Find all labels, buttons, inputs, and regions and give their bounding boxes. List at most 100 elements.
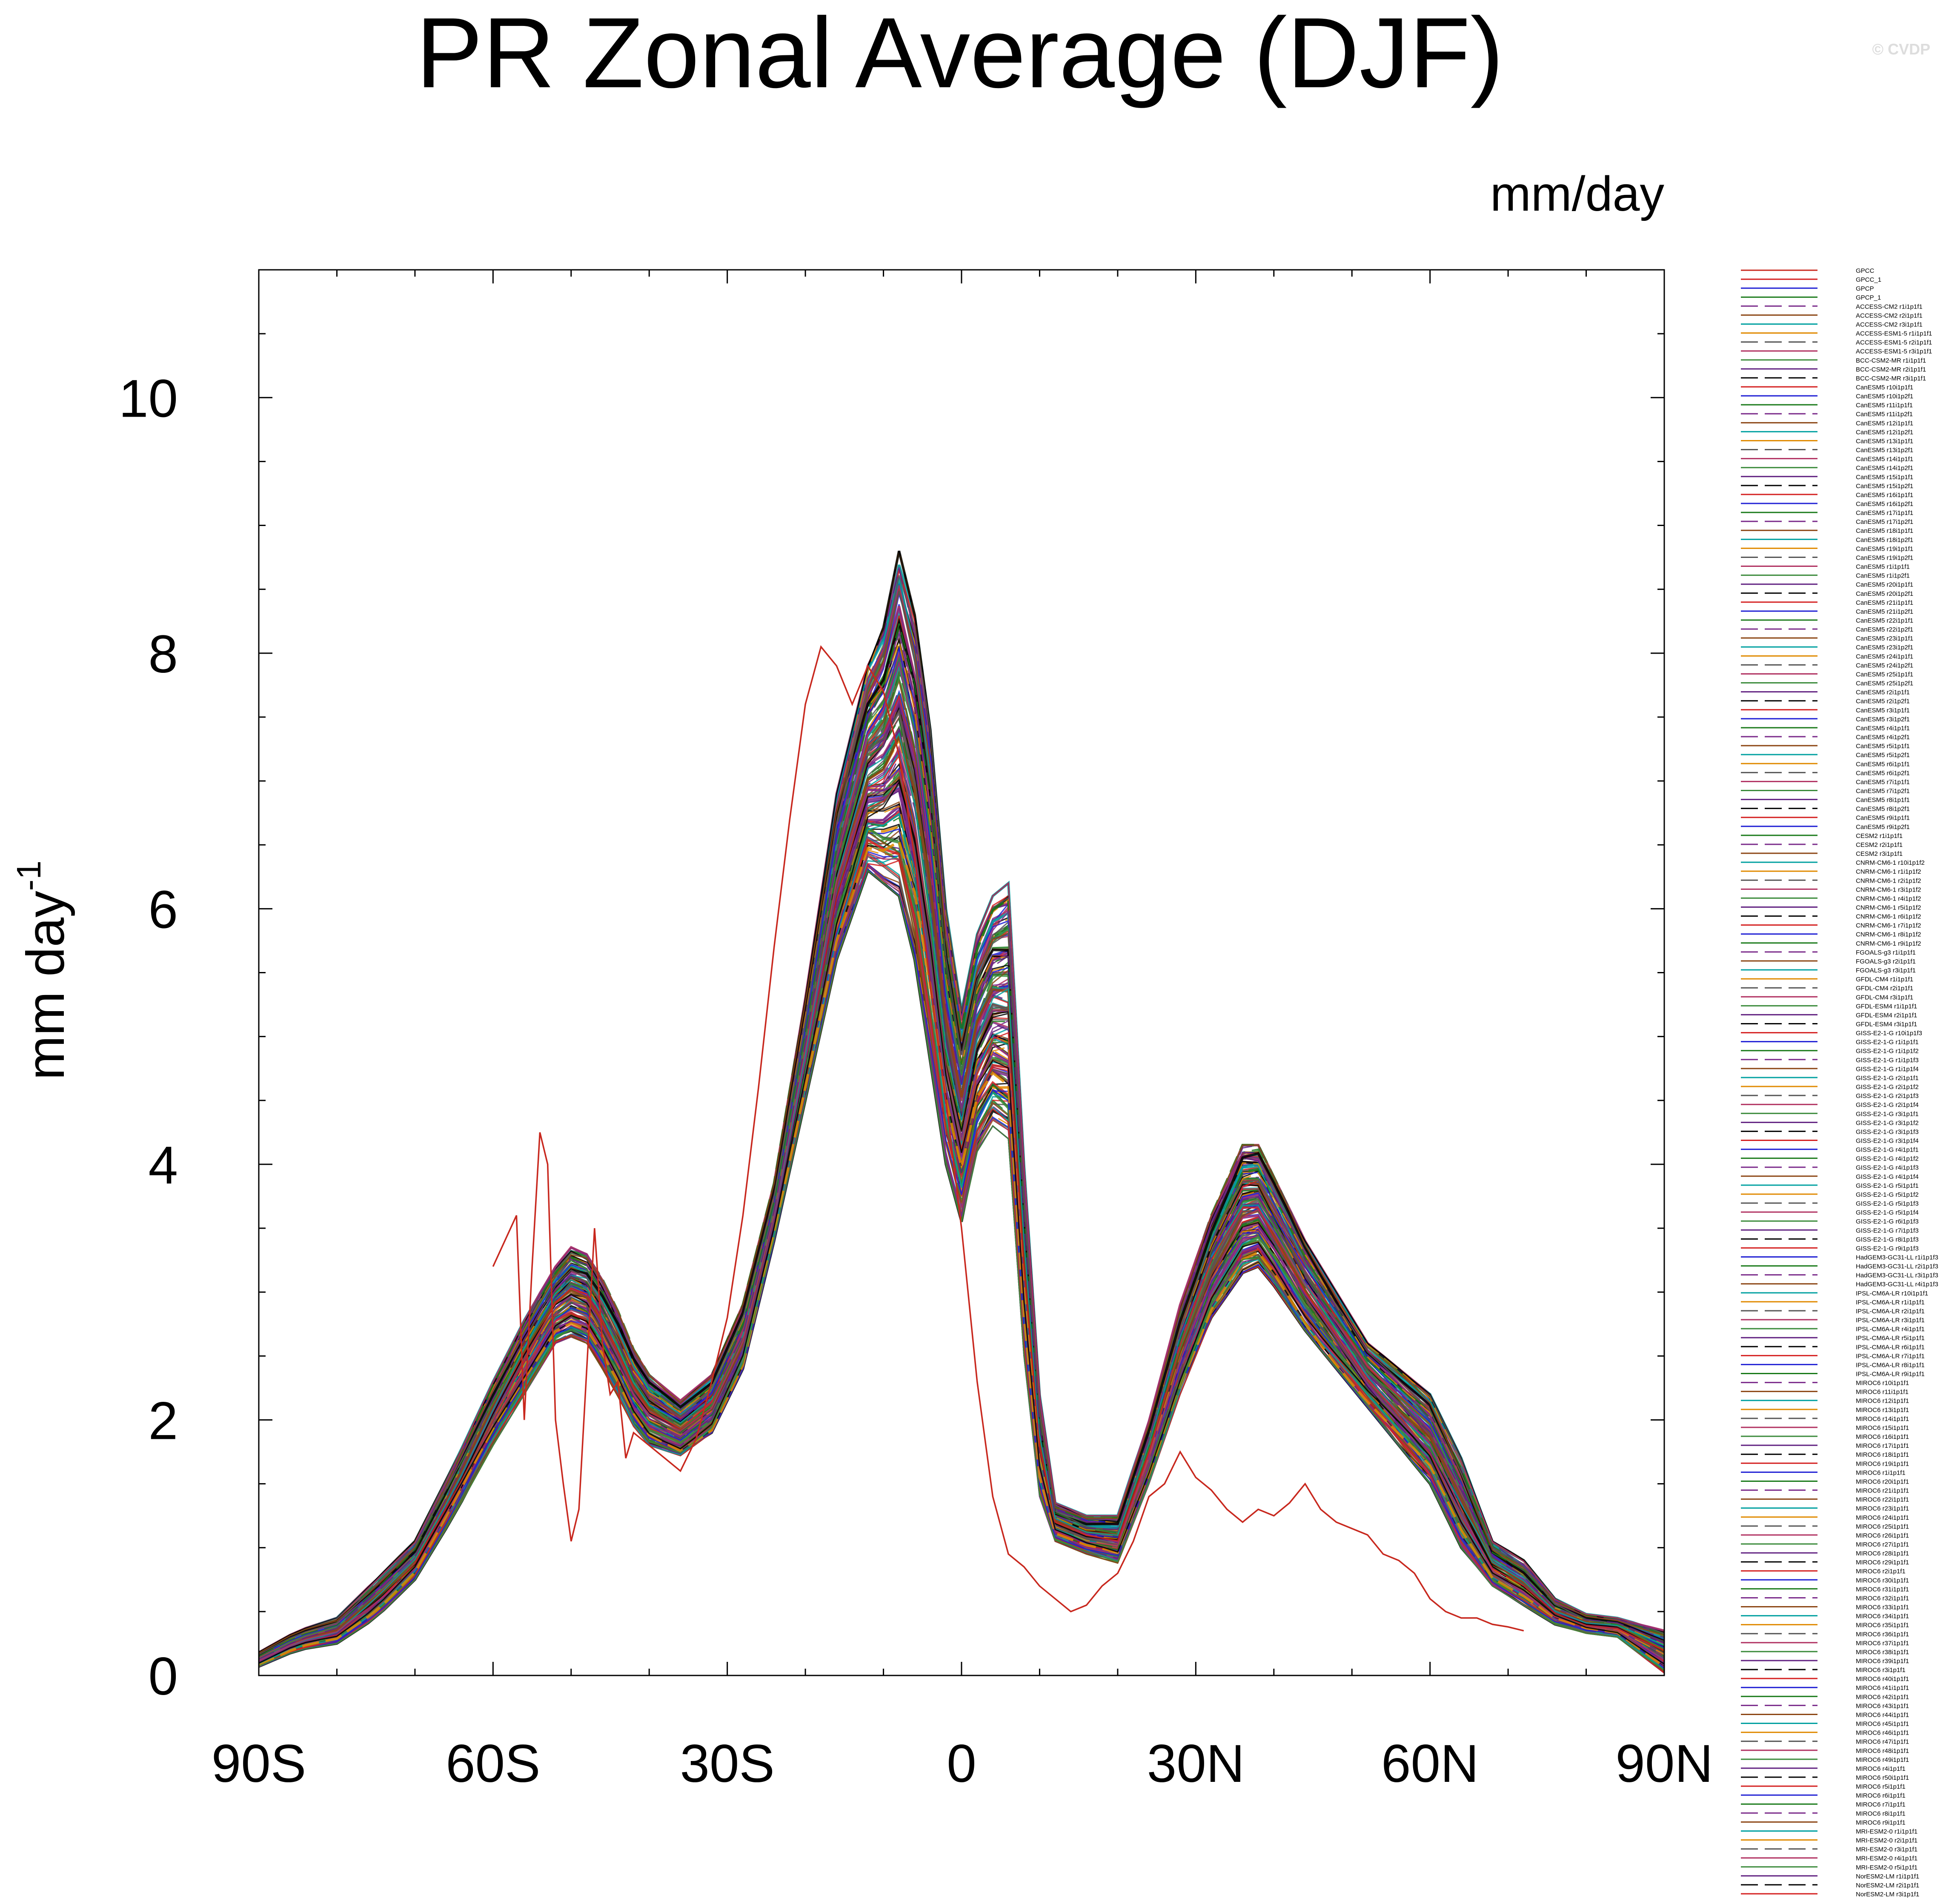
legend-label: GISS-E2-1-G r8i1p1f3 <box>1856 1236 1919 1243</box>
legend-label: IPSL-CM6A-LR r10i1p1f1 <box>1856 1290 1928 1297</box>
legend-label: GISS-E2-1-G r2i1p1f1 <box>1856 1075 1919 1082</box>
legend-label: GISS-E2-1-G r1i1p1f1 <box>1856 1039 1919 1046</box>
legend-label: GFDL-ESM4 r1i1p1f1 <box>1856 1003 1917 1010</box>
legend-label: MIROC6 r11i1p1f1 <box>1856 1389 1909 1396</box>
legend-label: CanESM5 r6i1p1f1 <box>1856 760 1910 768</box>
legend-label: CanESM5 r14i1p2f1 <box>1856 465 1913 472</box>
legend-label: GFDL-CM4 r3i1p1f1 <box>1856 994 1913 1001</box>
legend-label: GISS-E2-1-G r4i1p1f2 <box>1856 1155 1919 1163</box>
model-line <box>259 754 1664 1661</box>
legend-label: CanESM5 r18i1p1f1 <box>1856 527 1913 535</box>
model-line <box>259 621 1664 1658</box>
model-line <box>259 623 1664 1657</box>
legend-label: HadGEM3-GC31-LL r1i1p1f3 <box>1856 1254 1938 1261</box>
legend-label: MIROC6 r25i1p1f1 <box>1856 1523 1909 1530</box>
legend-label: MIROC6 r2i1p1f1 <box>1856 1568 1906 1575</box>
y-tick-label: 10 <box>119 369 178 428</box>
legend-label: GISS-E2-1-G r5i1p1f4 <box>1856 1209 1919 1216</box>
model-line <box>259 831 1664 1672</box>
model-line <box>259 869 1664 1671</box>
legend-label: ACCESS-ESM1-5 r3i1p1f1 <box>1856 348 1932 355</box>
legend-label: CanESM5 r16i1p1f1 <box>1856 492 1913 499</box>
watermark: © CVDP <box>1872 40 1930 58</box>
units-label: mm/day <box>1490 167 1664 221</box>
legend-label: MIROC6 r34i1p1f1 <box>1856 1613 1909 1620</box>
legend-label: CanESM5 r10i1p1f1 <box>1856 384 1913 391</box>
legend-label: CanESM5 r25i1p2f1 <box>1856 680 1913 687</box>
legend-label: MIROC6 r44i1p1f1 <box>1856 1711 1909 1718</box>
ensemble-lines <box>259 550 1664 1674</box>
legend-label: GFDL-ESM4 r2i1p1f1 <box>1856 1012 1917 1019</box>
y-tick-label: 6 <box>148 880 178 939</box>
legend-label: MIROC6 r9i1p1f1 <box>1856 1819 1906 1826</box>
legend-label: CanESM5 r19i1p2f1 <box>1856 554 1913 561</box>
x-tick-label: 90S <box>212 1734 306 1793</box>
model-line <box>259 839 1664 1668</box>
legend-label: IPSL-CM6A-LR r7i1p1f1 <box>1856 1352 1925 1360</box>
legend-label: GISS-E2-1-G r1i1p1f2 <box>1856 1048 1919 1055</box>
legend-label: CanESM5 r15i1p1f1 <box>1856 474 1913 481</box>
legend-label: MIROC6 r28i1p1f1 <box>1856 1550 1909 1557</box>
legend-label: GFDL-ESM4 r3i1p1f1 <box>1856 1021 1917 1028</box>
legend-label: CanESM5 r13i1p2f1 <box>1856 447 1913 454</box>
legend-label: GISS-E2-1-G r7i1p1f3 <box>1856 1227 1919 1234</box>
model-line <box>259 733 1664 1662</box>
legend-label: MIROC6 r7i1p1f1 <box>1856 1801 1906 1808</box>
legend-label: CESM2 r3i1p1f1 <box>1856 850 1903 858</box>
legend-label: CanESM5 r23i1p2f1 <box>1856 644 1913 651</box>
legend-label: MIROC6 r32i1p1f1 <box>1856 1595 1909 1602</box>
legend-label: MIROC6 r21i1p1f1 <box>1856 1487 1909 1495</box>
legend: GPCC GPCC_1 GPCP GPCP_1 ACCESS-CM2 r1i1p1f1 A… <box>1741 267 1938 1898</box>
legend-label: CanESM5 r4i1p2f1 <box>1856 734 1910 741</box>
legend-label: IPSL-CM6A-LR r2i1p1f1 <box>1856 1308 1925 1315</box>
legend-label: GISS-E2-1-G r2i1p1f4 <box>1856 1101 1919 1109</box>
legend-label: ACCESS-CM2 r2i1p1f1 <box>1856 312 1923 319</box>
legend-label: MIROC6 r38i1p1f1 <box>1856 1649 1909 1656</box>
legend-label: CanESM5 r20i1p1f1 <box>1856 581 1913 589</box>
model-line <box>259 703 1664 1660</box>
legend-label: CanESM5 r17i1p1f1 <box>1856 509 1913 517</box>
legend-label: FGOALS-g3 r3i1p1f1 <box>1856 967 1916 974</box>
legend-label: CanESM5 r18i1p2f1 <box>1856 536 1913 543</box>
legend-label: CanESM5 r25i1p1f1 <box>1856 671 1913 678</box>
legend-label: MIROC6 r17i1p1f1 <box>1856 1442 1909 1449</box>
legend-label: MIROC6 r26i1p1f1 <box>1856 1532 1909 1539</box>
legend-label: GFDL-CM4 r2i1p1f1 <box>1856 985 1913 992</box>
legend-label: IPSL-CM6A-LR r3i1p1f1 <box>1856 1317 1925 1324</box>
y-axis-label-base: mm day <box>16 891 75 1080</box>
legend-label: MIROC6 r49i1p1f1 <box>1856 1756 1909 1764</box>
legend-label: GISS-E2-1-G r6i1p1f3 <box>1856 1218 1919 1225</box>
legend-label: CNRM-CM6-1 r10i1p1f2 <box>1856 859 1925 866</box>
model-line <box>259 591 1664 1654</box>
legend-label: GISS-E2-1-G r5i1p1f3 <box>1856 1200 1919 1207</box>
legend-label: MIROC6 r27i1p1f1 <box>1856 1541 1909 1548</box>
legend-label: GISS-E2-1-G r5i1p1f2 <box>1856 1191 1919 1198</box>
legend-label: GISS-E2-1-G r3i1p1f3 <box>1856 1128 1919 1135</box>
legend-label: IPSL-CM6A-LR r8i1p1f1 <box>1856 1361 1925 1369</box>
model-line <box>259 660 1664 1658</box>
legend-label: MIROC6 r3i1p1f1 <box>1856 1667 1906 1674</box>
legend-label: MIROC6 r18i1p1f1 <box>1856 1451 1909 1458</box>
legend-label: MIROC6 r23i1p1f1 <box>1856 1505 1909 1512</box>
legend-label: MIROC6 r35i1p1f1 <box>1856 1622 1909 1629</box>
legend-label: CanESM5 r1i1p2f1 <box>1856 572 1910 580</box>
legend-label: CNRM-CM6-1 r4i1p1f2 <box>1856 895 1921 902</box>
legend-label: CNRM-CM6-1 r5i1p1f2 <box>1856 904 1921 911</box>
legend-label: MIROC6 r16i1p1f1 <box>1856 1433 1909 1441</box>
legend-label: MIROC6 r43i1p1f1 <box>1856 1702 1909 1710</box>
legend-label: CNRM-CM6-1 r1i1p1f2 <box>1856 868 1921 875</box>
legend-label: MIROC6 r39i1p1f1 <box>1856 1658 1909 1665</box>
legend-label: CNRM-CM6-1 r2i1p1f2 <box>1856 877 1921 884</box>
chart-title: PR Zonal Average (DJF) <box>416 0 1504 109</box>
legend-label: CanESM5 r24i1p2f1 <box>1856 662 1913 669</box>
legend-label: CanESM5 r16i1p2f1 <box>1856 500 1913 508</box>
legend-label: GISS-E2-1-G r2i1p1f2 <box>1856 1084 1919 1091</box>
legend-label: MRI-ESM2-0 r4i1p1f1 <box>1856 1855 1918 1862</box>
legend-label: CanESM5 r22i1p2f1 <box>1856 626 1913 633</box>
legend-label: CanESM5 r8i1p1f1 <box>1856 797 1910 804</box>
legend-label: GISS-E2-1-G r9i1p1f3 <box>1856 1245 1919 1252</box>
y-tick-label: 4 <box>148 1136 178 1195</box>
legend-label: CanESM5 r3i1p1f1 <box>1856 707 1910 714</box>
legend-label: CESM2 r1i1p1f1 <box>1856 832 1903 840</box>
